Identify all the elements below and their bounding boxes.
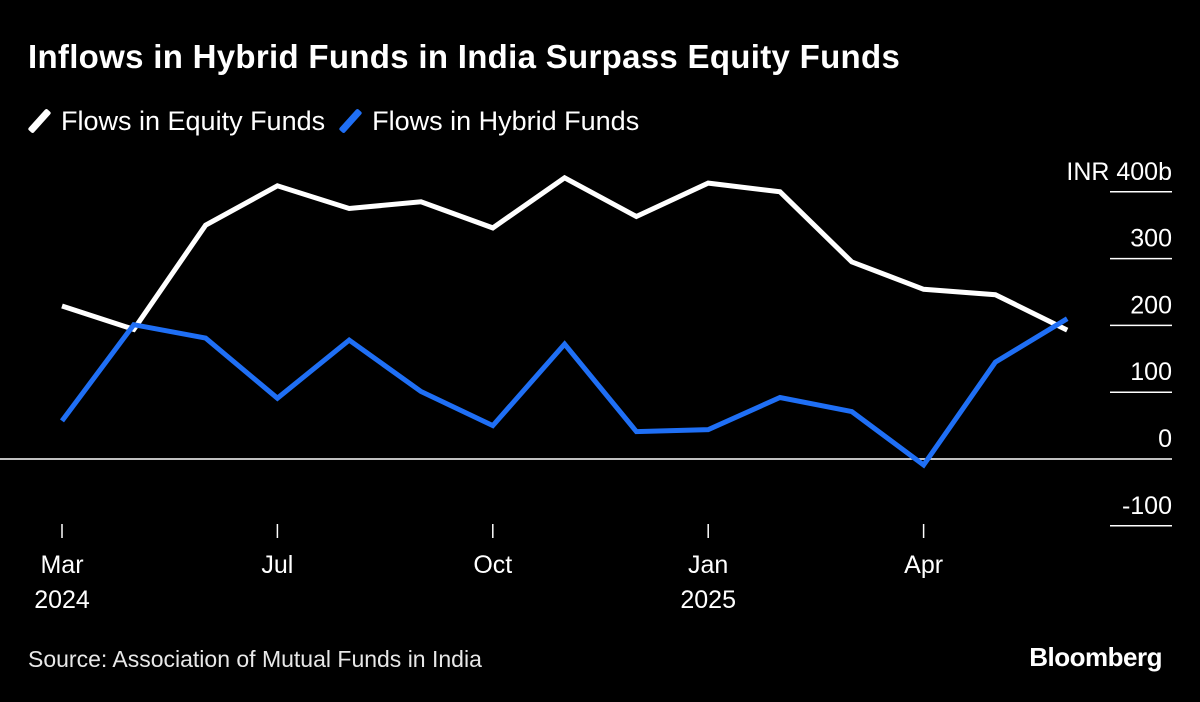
legend-item-hybrid: Flows in Hybrid Funds xyxy=(338,105,640,137)
y-tick-label: 300 xyxy=(1130,225,1172,253)
y-tick-label: 0 xyxy=(1158,425,1172,453)
x-tick-label: 2024 xyxy=(34,586,90,614)
legend-label-equity: Flows in Equity Funds xyxy=(61,105,326,136)
legend-label-hybrid: Flows in Hybrid Funds xyxy=(372,105,640,136)
x-tick-label: Jul xyxy=(261,551,293,579)
x-tick-label: 2025 xyxy=(680,586,736,614)
bloomberg-logo: Bloomberg xyxy=(1029,642,1162,672)
legend-item-equity: Flows in Equity Funds xyxy=(27,105,326,137)
equity-series-line xyxy=(61,174,1069,333)
x-tick-label: Mar xyxy=(40,551,83,579)
source-note: Source: Association of Mutual Funds in I… xyxy=(28,646,482,672)
y-tick-label: 100 xyxy=(1130,358,1172,386)
y-tick-label: 200 xyxy=(1130,291,1172,319)
y-tick-label: INR 400b xyxy=(1066,158,1172,186)
legend: Flows in Equity Funds Flows in Hybrid Fu… xyxy=(27,101,653,141)
hybrid-series-line xyxy=(59,316,1069,469)
chart-title: Inflows in Hybrid Funds in India Surpass… xyxy=(28,38,901,75)
x-tick-label: Apr xyxy=(904,551,943,579)
x-tick-label: Oct xyxy=(473,551,512,579)
x-tick-label: Jan xyxy=(688,551,728,579)
y-tick-label: -100 xyxy=(1122,492,1172,520)
